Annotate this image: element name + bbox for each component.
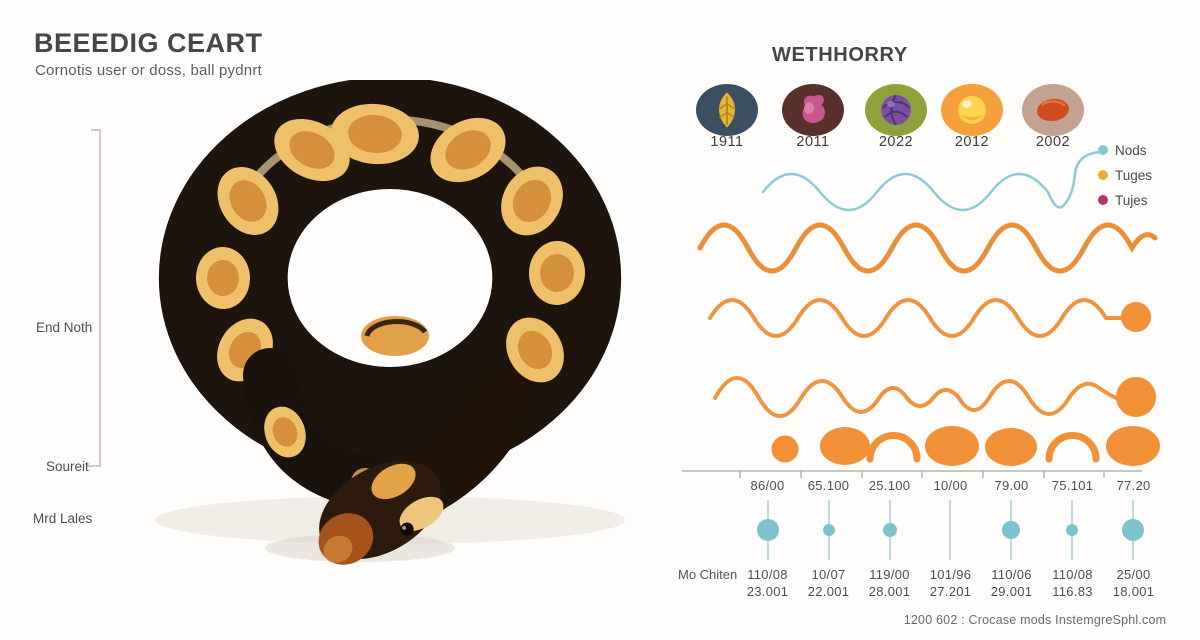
left-bracket-bottom-tick (86, 465, 100, 467)
timeline-circle-2012 (941, 84, 1003, 136)
axis-value: 77.20 (1116, 478, 1151, 493)
table-cell: 110/08 (1052, 567, 1093, 582)
table-row-label: Mo Chiten (678, 567, 738, 582)
side-label-soureit: Soureit (46, 459, 89, 474)
legend-label: Tujes (1115, 192, 1148, 208)
year-label-3: 2022 (878, 134, 914, 150)
legend-dot-magenta-icon (1098, 195, 1108, 205)
table-cell: 119/00 (869, 567, 910, 582)
axis-value: 75.101 (1051, 478, 1094, 493)
egg-icon (958, 96, 986, 124)
x-axis (682, 470, 1142, 478)
table-row-2: 23.001 22.001 28.001 27.201 29.001 116.8… (737, 584, 1164, 599)
legend-label: Nods (1115, 142, 1147, 158)
tail-blotch (264, 406, 306, 458)
left-bracket-line (99, 129, 101, 467)
axis-value: 86/00 (750, 478, 785, 493)
legend-dot-yellow-icon (1098, 170, 1108, 180)
legend-item-tujes: Tujes (1098, 192, 1152, 208)
orange-wave-line-2 (708, 298, 1123, 338)
year-label-2: 2011 (796, 134, 830, 150)
table-cell: 22.001 (807, 584, 850, 599)
table-cell: 10/07 (811, 567, 846, 582)
year-label-1: 1911 (710, 134, 744, 150)
legend-item-nods: Nods (1098, 142, 1152, 158)
blob-ellipse-icon (985, 428, 1037, 466)
stem-dots (757, 519, 1144, 541)
left-bracket-top-tick (91, 129, 100, 131)
wave-chart (682, 150, 1160, 560)
table-cell: 27.201 (929, 584, 972, 599)
table-cell: 23.001 (746, 584, 789, 599)
timeline-circle-2002 (1022, 84, 1084, 136)
axis-value: 65.100 (807, 478, 850, 493)
axis-value-row: 86/00 65.100 25.100 10/00 79.00 75.101 7… (737, 478, 1164, 493)
timeline-circle-2022 (865, 84, 927, 136)
legend: Nods Tuges Tujes (1098, 142, 1152, 217)
legend-item-tuges: Tuges (1098, 167, 1152, 183)
table-cell: 28.001 (868, 584, 911, 599)
blob-ellipse-icon (925, 426, 979, 466)
orange-wave-line-3 (713, 376, 1118, 418)
body-blotches (195, 103, 586, 383)
drop-icon (802, 94, 826, 124)
page-title: BEEEDIG CEART (34, 28, 263, 58)
blob-circle-icon (771, 435, 799, 463)
ball-python-illustration (155, 80, 625, 565)
footer-caption: 1200 602 : Crocase mods InstemgreSphl.co… (903, 613, 1167, 627)
year-label-5: 2002 (1035, 134, 1071, 150)
right-panel-title: WETHHORRY (772, 44, 908, 66)
table-cell: 25/00 (1116, 567, 1151, 582)
table-cell: 110/06 (991, 567, 1032, 582)
teal-wave-line (761, 150, 1102, 212)
axis-value: 79.00 (994, 478, 1029, 493)
timeline-circle-1911 (696, 84, 758, 136)
table-cell: 101/96 (929, 567, 972, 582)
axis-value: 10/00 (933, 478, 968, 493)
arch-icon (866, 432, 921, 463)
blob-ellipse-icon (1106, 426, 1160, 466)
table-cell: 29.001 (990, 584, 1033, 599)
blob-ellipse-icon (820, 427, 870, 465)
wave-end-dot-small (1121, 302, 1151, 332)
axis-value: 25.100 (868, 478, 911, 493)
cabbage-icon (881, 94, 911, 126)
table-cell: 18.001 (1112, 584, 1155, 599)
arch-icon (1045, 432, 1100, 463)
shape-row (771, 426, 1160, 466)
side-label-end-noth: End Noth (36, 320, 93, 335)
side-label-mrd-lales: Mrd Lales (33, 511, 93, 526)
orange-wave-line-1 (697, 222, 1158, 274)
year-label-4: 2012 (954, 134, 990, 150)
inner-coil-stripe (364, 319, 428, 337)
wave-end-dot-large (1116, 377, 1156, 417)
snake-eye (400, 522, 414, 536)
legend-dot-teal-icon (1098, 145, 1108, 155)
page-subtitle: Cornotis user or doss, ball pydnrt (35, 62, 262, 79)
snake-head (318, 460, 444, 565)
table-row-1: 110/08 10/07 119/00 101/96 110/06 110/08… (737, 567, 1164, 582)
legend-label: Tuges (1115, 167, 1153, 183)
timeline-circle-2011 (782, 84, 844, 136)
bean-icon (1037, 98, 1069, 122)
stem-lines (767, 500, 1134, 560)
table-cell: 116.83 (1052, 584, 1093, 599)
table-cell: 110/08 (747, 567, 788, 582)
leaf-icon (719, 92, 735, 128)
